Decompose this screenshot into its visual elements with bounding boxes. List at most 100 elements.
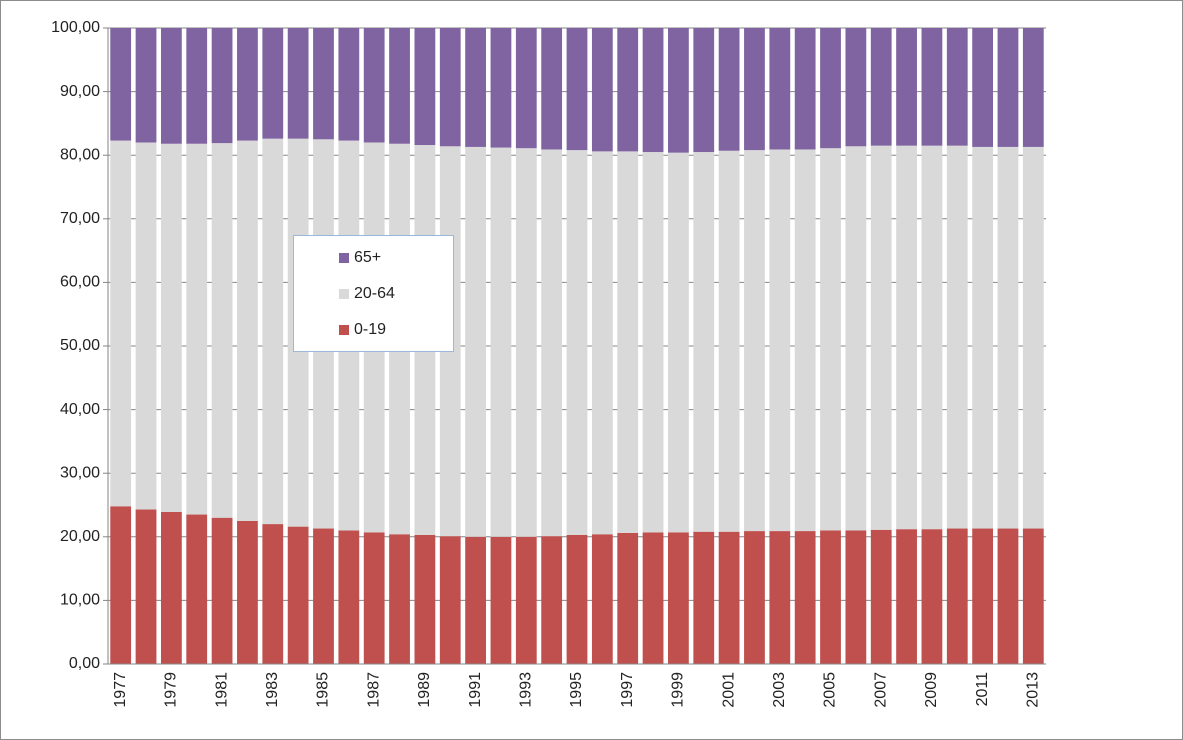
bar-segment: [313, 528, 334, 664]
bar-segment: [794, 149, 816, 532]
x-tick-label: 2001: [720, 672, 737, 708]
legend-swatch: [339, 289, 349, 299]
x-tick-label: 1993: [518, 672, 535, 708]
bar-segment: [262, 138, 284, 525]
bar-segment: [439, 28, 461, 147]
bar-segment: [769, 149, 791, 532]
bar-segment: [668, 152, 689, 533]
x-tick-label: 1989: [416, 672, 433, 708]
x-tick-label: 2009: [923, 672, 940, 708]
x-tick-label: 1999: [670, 672, 687, 708]
bar-segment: [135, 142, 157, 510]
x-tick-label: 1987: [365, 672, 382, 708]
x-tick-label: 1985: [315, 672, 332, 708]
bar-segment: [845, 146, 867, 531]
bar-segment: [465, 536, 486, 664]
bar-segment: [566, 28, 588, 151]
bar-segment: [262, 28, 284, 139]
bar-segment: [769, 28, 791, 150]
bar-segment: [287, 526, 309, 664]
legend-label: 65+: [354, 249, 381, 266]
bar-segment: [515, 536, 537, 664]
y-tick-label: 40,00: [60, 401, 100, 418]
legend-swatch: [339, 253, 349, 263]
bar-segment: [160, 28, 182, 144]
bar-segment: [972, 28, 994, 147]
bar-segment: [845, 530, 867, 664]
bar-segment: [921, 529, 943, 664]
y-tick-label: 70,00: [60, 210, 100, 227]
bar-segment: [946, 145, 968, 529]
x-tick-label: 2011: [974, 672, 991, 707]
bar-segment: [693, 152, 715, 532]
x-tick-label: 2003: [771, 672, 788, 708]
bar-segment: [921, 145, 943, 530]
bar-segment: [617, 532, 639, 664]
x-tick-label: 1995: [568, 672, 585, 708]
bar-segment: [870, 529, 892, 664]
bar-segment: [591, 534, 613, 664]
bar-segment: [566, 150, 588, 535]
bar-segment: [389, 28, 410, 144]
bar-segment: [541, 536, 563, 664]
bar-segment: [642, 152, 664, 533]
bar-segment: [1022, 146, 1044, 529]
bar-segment: [160, 511, 182, 664]
bar-segment: [363, 28, 385, 143]
bar-segment: [490, 28, 512, 148]
bar-segment: [389, 534, 410, 664]
y-tick-label: 30,00: [60, 464, 100, 481]
bar-segment: [693, 28, 715, 153]
bar-segment: [668, 28, 689, 153]
bar-segment: [515, 148, 537, 537]
bar-segment: [465, 28, 486, 147]
bar-segment: [870, 28, 892, 146]
bar-segment: [414, 534, 436, 664]
bar-segment: [921, 28, 943, 146]
bar-segment: [744, 531, 765, 664]
bar-segment: [617, 28, 639, 152]
bar-segment: [338, 28, 360, 141]
bar-segment: [820, 148, 841, 531]
x-tick-label: 2007: [872, 672, 889, 708]
bar-segment: [313, 28, 334, 140]
bar-segment: [820, 530, 841, 664]
bar-segment: [237, 28, 258, 141]
bar-segment: [642, 532, 664, 664]
x-tick-label: 1979: [163, 672, 180, 708]
y-tick-label: 100,00: [51, 19, 100, 36]
bar-segment: [1022, 528, 1044, 664]
y-tick-label: 90,00: [60, 83, 100, 100]
bar-segment: [490, 536, 512, 664]
bar-segment: [896, 145, 917, 530]
bar-segment: [769, 531, 791, 664]
x-tick-label: 1991: [467, 672, 484, 708]
legend-label: 20-64: [354, 285, 395, 302]
bar-segment: [896, 529, 917, 664]
bar-segment: [946, 28, 968, 146]
bar-segment: [541, 28, 563, 150]
x-tick-label: 1981: [213, 672, 230, 708]
bar-segment: [718, 531, 740, 664]
x-tick-label: 1983: [264, 672, 281, 708]
x-tick-label: 1977: [112, 672, 129, 708]
bar-segment: [718, 150, 740, 532]
y-tick-label: 60,00: [60, 274, 100, 291]
y-tick-label: 0,00: [69, 655, 100, 672]
bar-segment: [845, 28, 867, 147]
bar-segment: [490, 147, 512, 537]
bar-segment: [997, 146, 1019, 529]
bar-segment: [465, 146, 486, 537]
bar-segment: [135, 509, 157, 664]
bar-segment: [211, 517, 233, 664]
bar-segment: [591, 28, 613, 152]
bar-segment: [896, 28, 917, 146]
bar-segment: [668, 532, 689, 664]
x-tick-label: 2005: [822, 672, 839, 708]
bar-segment: [211, 28, 233, 144]
bar-segment: [946, 528, 968, 664]
bar-segment: [693, 531, 715, 664]
bar-segment: [439, 536, 461, 664]
bar-segment: [870, 145, 892, 530]
